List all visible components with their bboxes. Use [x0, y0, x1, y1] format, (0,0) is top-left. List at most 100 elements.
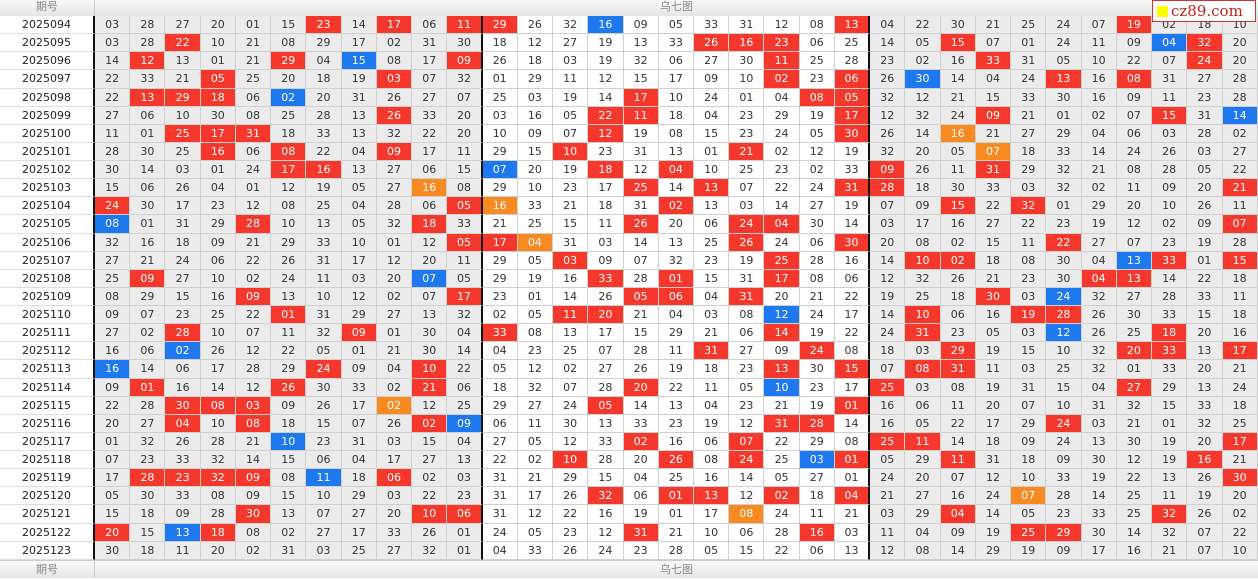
number-cell: 14 [1081, 142, 1117, 161]
highlight-cell-red: 31 [693, 342, 730, 361]
number-cell: 25 [834, 34, 871, 53]
number-cell: 01 [130, 215, 166, 234]
number-cell: 11 [693, 378, 730, 397]
number-cell: 04 [447, 324, 483, 343]
number-cell: 19 [658, 360, 694, 379]
highlight-cell-red: 30 [975, 287, 1012, 306]
number-cell: 07 [1187, 523, 1223, 542]
number-cell: 22 [95, 70, 131, 89]
number-cell: 21 [517, 469, 554, 488]
number-cell: 21 [834, 505, 871, 524]
number-cell: 14 [940, 432, 976, 451]
number-cell: 21 [693, 324, 730, 343]
highlight-cell-blue: 08 [95, 215, 131, 234]
number-cell: 19 [693, 414, 730, 433]
number-cell: 03 [306, 541, 342, 560]
table-row: 2025107 27 21 24 06 22 26 31 17 12 20 11 29 05 03 09 07 3… [0, 251, 1258, 270]
number-cell: 18 [658, 106, 694, 125]
table-header: 期号 乌七图 [0, 0, 1258, 16]
number-cell: 01 [130, 124, 166, 143]
highlight-cell-red: 24 [306, 360, 342, 379]
number-cell: 09 [1116, 88, 1153, 107]
number-cell: 27 [693, 52, 730, 71]
number-cell: 06 [200, 251, 236, 270]
number-cell: 28 [588, 451, 624, 470]
number-cell: 02 [1081, 106, 1117, 125]
number-cell: 20 [1222, 34, 1258, 53]
number-cell: 22 [235, 251, 272, 270]
number-cell: 09 [764, 342, 800, 361]
issue-number: 2025120 [0, 487, 95, 506]
table-row: 2025097 22 33 21 05 25 20 18 19 03 07 32 01 29 11 12 15 1… [0, 70, 1258, 89]
number-cell: 01 [341, 342, 377, 361]
number-cell: 14 [834, 215, 871, 234]
number-cell: 30 [1116, 306, 1153, 325]
number-cell: 14 [95, 52, 131, 71]
highlight-cell-red: 09 [447, 52, 483, 71]
number-cell: 07 [729, 179, 765, 198]
number-cell: 17 [1081, 541, 1117, 560]
number-cell: 07 [975, 34, 1012, 53]
highlight-cell-red: 01 [658, 269, 694, 288]
highlight-cell-red: 16 [799, 523, 835, 542]
number-cell: 26 [376, 414, 413, 433]
issue-column-footer: 期号 [0, 561, 95, 578]
highlight-cell-red: 08 [905, 360, 941, 379]
number-cell: 07 [623, 251, 659, 270]
number-cell: 03 [165, 161, 201, 180]
number-cell: 09 [95, 378, 131, 397]
number-cell: 18 [1222, 306, 1258, 325]
number-cell: 29 [341, 306, 377, 325]
number-cell: 23 [130, 451, 166, 470]
number-cell: 14 [658, 179, 694, 198]
number-cell: 03 [482, 106, 518, 125]
number-cell: 10 [341, 233, 377, 252]
number-cell: 27 [1187, 70, 1223, 89]
number-cell: 29 [482, 251, 518, 270]
number-cell: 33 [1011, 88, 1047, 107]
number-cell: 10 [1152, 197, 1188, 216]
number-cell: 12 [623, 161, 659, 180]
number-cell: 17 [834, 378, 871, 397]
number-cell: 17 [693, 505, 730, 524]
number-cell: 12 [412, 233, 448, 252]
number-cell: 19 [834, 197, 871, 216]
number-cell: 13 [341, 106, 377, 125]
number-cell: 05 [975, 324, 1012, 343]
number-cell: 16 [870, 414, 906, 433]
number-cell: 27 [165, 16, 201, 35]
number-cell: 09 [341, 360, 377, 379]
number-cell: 27 [95, 251, 131, 270]
number-cell: 13 [447, 451, 483, 470]
number-cell: 12 [729, 414, 765, 433]
logo-square-icon [1157, 5, 1168, 17]
number-cell: 08 [799, 269, 835, 288]
number-cell: 19 [975, 378, 1012, 397]
number-cell: 17 [905, 215, 941, 234]
highlight-cell-red: 13 [693, 179, 730, 198]
number-cell: 22 [905, 16, 941, 35]
number-cell: 03 [1152, 124, 1188, 143]
number-cell: 12 [1116, 451, 1153, 470]
number-cell: 16 [1116, 541, 1153, 560]
highlight-cell-red: 03 [553, 251, 589, 270]
number-cell: 29 [1081, 197, 1117, 216]
number-cell: 12 [870, 106, 906, 125]
number-cell: 16 [1081, 70, 1117, 89]
number-cell: 20 [623, 451, 659, 470]
number-cell: 30 [940, 16, 976, 35]
number-cell: 02 [764, 142, 800, 161]
number-cell: 27 [1011, 124, 1047, 143]
number-cell: 15 [95, 179, 131, 198]
table-footer: 期号 乌七图 [0, 560, 1258, 578]
number-cell: 25 [341, 541, 377, 560]
highlight-cell-red: 16 [200, 142, 236, 161]
number-cell: 07 [341, 414, 377, 433]
number-cell: 04 [905, 523, 941, 542]
number-cell: 10 [200, 414, 236, 433]
number-cell: 27 [306, 523, 342, 542]
number-cell: 06 [447, 378, 483, 397]
number-cell: 07 [1081, 16, 1117, 35]
highlight-cell-red: 18 [588, 161, 624, 180]
number-cell: 11 [940, 161, 976, 180]
